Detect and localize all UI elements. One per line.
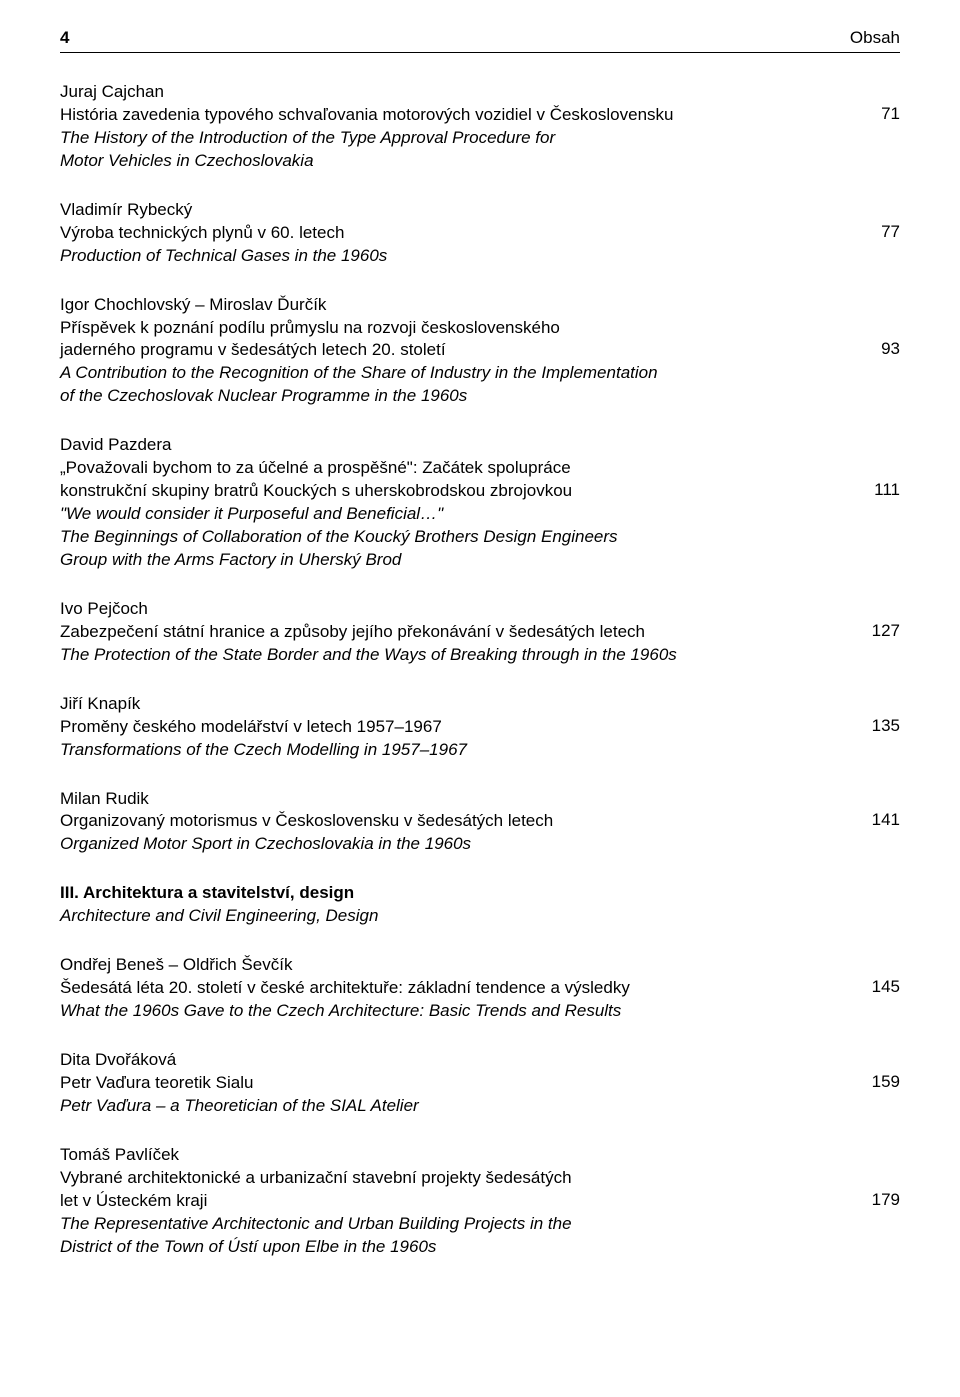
entry-subtitle: The Protection of the State Border and t… — [60, 644, 900, 667]
entry-title: let v Ústeckém kraji — [60, 1190, 850, 1213]
entry-subtitle: The Representative Architectonic and Urb… — [60, 1213, 900, 1236]
entry-title-row: Vybrané architektonické a urbanizační st… — [60, 1167, 900, 1190]
entry-title: Příspěvek k poznání podílu průmyslu na r… — [60, 317, 850, 340]
toc-entry: Ivo PejčochZabezpečení státní hranice a … — [60, 598, 900, 667]
entry-title-row: Organizovaný motorismus v Československu… — [60, 810, 900, 833]
toc-entries-2: Ondřej Beneš – Oldřich ŠevčíkŠedesátá lé… — [60, 954, 900, 1258]
toc-entry: Juraj CajchanHistória zavedenia typového… — [60, 81, 900, 173]
toc-entry: David Pazdera„Považovali bychom to za úč… — [60, 434, 900, 572]
toc-entry: Vladimír RybeckýVýroba technických plynů… — [60, 199, 900, 268]
entry-page-number: 141 — [850, 810, 900, 830]
entry-author: Tomáš Pavlíček — [60, 1144, 900, 1167]
toc-entries: Juraj CajchanHistória zavedenia typového… — [60, 81, 900, 856]
entry-author: Ivo Pejčoch — [60, 598, 900, 621]
entry-title-row: let v Ústeckém kraji179 — [60, 1190, 900, 1213]
toc-entry: Ondřej Beneš – Oldřich ŠevčíkŠedesátá lé… — [60, 954, 900, 1023]
entry-title-row: Výroba technických plynů v 60. letech77 — [60, 222, 900, 245]
entry-title-row: Příspěvek k poznání podílu průmyslu na r… — [60, 317, 900, 340]
section-heading: III. Architektura a stavitelství, design — [60, 882, 900, 905]
toc-entry: Milan RudikOrganizovaný motorismus v Čes… — [60, 788, 900, 857]
entry-subtitle: Motor Vehicles in Czechoslovakia — [60, 150, 900, 173]
entry-title-row: História zavedenia typového schvaľovania… — [60, 104, 900, 127]
entry-title-row: Zabezpečení státní hranice a způsoby jej… — [60, 621, 900, 644]
entry-title: Proměny českého modelářství v letech 195… — [60, 716, 850, 739]
entry-page-number: 135 — [850, 716, 900, 736]
entry-title-row: Proměny českého modelářství v letech 195… — [60, 716, 900, 739]
entry-page-number: 127 — [850, 621, 900, 641]
entry-subtitle: Transformations of the Czech Modelling i… — [60, 739, 900, 762]
entry-title-row: „Považovali bychom to za účelné a prospě… — [60, 457, 900, 480]
entry-page-number: 111 — [850, 480, 900, 500]
entry-subtitle: District of the Town of Ústí upon Elbe i… — [60, 1236, 900, 1259]
entry-title-row: jaderného programu v šedesátých letech 2… — [60, 339, 900, 362]
entry-subtitle: A Contribution to the Recognition of the… — [60, 362, 900, 385]
entry-title-row: Šedesátá léta 20. století v české archit… — [60, 977, 900, 1000]
page-header: 4 Obsah — [60, 28, 900, 53]
entry-subtitle: "We would consider it Purposeful and Ben… — [60, 503, 900, 526]
entry-title: „Považovali bychom to za účelné a prospě… — [60, 457, 850, 480]
entry-title: História zavedenia typového schvaľovania… — [60, 104, 850, 127]
entry-author: David Pazdera — [60, 434, 900, 457]
entry-title: Výroba technických plynů v 60. letech — [60, 222, 850, 245]
entry-subtitle: Production of Technical Gases in the 196… — [60, 245, 900, 268]
entry-subtitle: Petr Vaďura – a Theoretician of the SIAL… — [60, 1095, 900, 1118]
entry-page-number: 159 — [850, 1072, 900, 1092]
entry-subtitle: The History of the Introduction of the T… — [60, 127, 900, 150]
entry-page-number: 71 — [850, 104, 900, 124]
entry-author: Ondřej Beneš – Oldřich Ševčík — [60, 954, 900, 977]
entry-subtitle: of the Czechoslovak Nuclear Programme in… — [60, 385, 900, 408]
entry-subtitle: Group with the Arms Factory in Uherský B… — [60, 549, 900, 572]
entry-title-row: Petr Vaďura teoretik Sialu159 — [60, 1072, 900, 1095]
entry-title: Vybrané architektonické a urbanizační st… — [60, 1167, 850, 1190]
toc-entry: Igor Chochlovský – Miroslav ĎurčíkPříspě… — [60, 294, 900, 409]
entry-author: Igor Chochlovský – Miroslav Ďurčík — [60, 294, 900, 317]
entry-title: jaderného programu v šedesátých letech 2… — [60, 339, 850, 362]
entry-title: Šedesátá léta 20. století v české archit… — [60, 977, 850, 1000]
entry-title: Organizovaný motorismus v Československu… — [60, 810, 850, 833]
entry-subtitle: The Beginnings of Collaboration of the K… — [60, 526, 900, 549]
page-number: 4 — [60, 28, 69, 48]
entry-page-number: 179 — [850, 1190, 900, 1210]
entry-title: Petr Vaďura teoretik Sialu — [60, 1072, 850, 1095]
entry-page-number: 77 — [850, 222, 900, 242]
section-heading-block: III. Architektura a stavitelství, design… — [60, 882, 900, 928]
entry-title: konstrukční skupiny bratrů Kouckých s uh… — [60, 480, 850, 503]
toc-entry: Tomáš PavlíčekVybrané architektonické a … — [60, 1144, 900, 1259]
toc-entry: Jiří KnapíkProměny českého modelářství v… — [60, 693, 900, 762]
entry-title-row: konstrukční skupiny bratrů Kouckých s uh… — [60, 480, 900, 503]
header-title: Obsah — [850, 28, 900, 48]
entry-page-number: 145 — [850, 977, 900, 997]
entry-author: Jiří Knapík — [60, 693, 900, 716]
entry-page-number: 93 — [850, 339, 900, 359]
section-subheading: Architecture and Civil Engineering, Desi… — [60, 905, 900, 928]
toc-entry: Dita DvořákováPetr Vaďura teoretik Sialu… — [60, 1049, 900, 1118]
entry-subtitle: What the 1960s Gave to the Czech Archite… — [60, 1000, 900, 1023]
entry-title: Zabezpečení státní hranice a způsoby jej… — [60, 621, 850, 644]
entry-author: Dita Dvořáková — [60, 1049, 900, 1072]
entry-subtitle: Organized Motor Sport in Czechoslovakia … — [60, 833, 900, 856]
entry-author: Juraj Cajchan — [60, 81, 900, 104]
entry-author: Milan Rudik — [60, 788, 900, 811]
entry-author: Vladimír Rybecký — [60, 199, 900, 222]
